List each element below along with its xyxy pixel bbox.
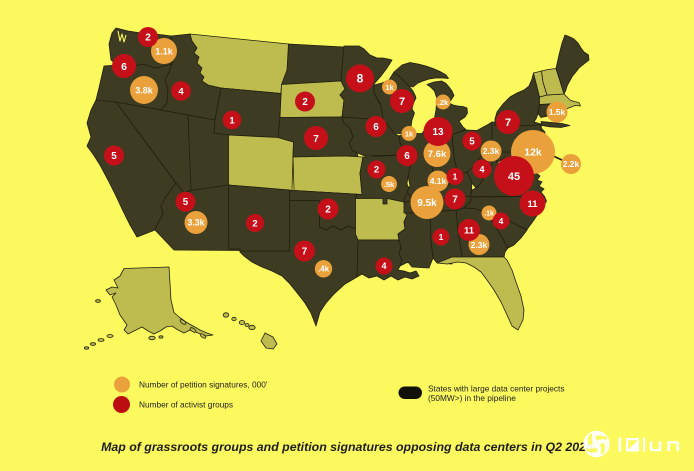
svg-text:.5k: .5k — [384, 180, 395, 189]
svg-text:States with large data center: States with large data center projects — [428, 384, 565, 394]
svg-text:2: 2 — [252, 218, 257, 229]
svg-text:.2k: .2k — [438, 98, 449, 107]
svg-text:2.2k: 2.2k — [563, 159, 580, 169]
svg-text:7.6k: 7.6k — [428, 149, 447, 160]
svg-text:4: 4 — [499, 216, 504, 226]
svg-text:4.1k: 4.1k — [430, 176, 447, 186]
svg-text:1: 1 — [439, 232, 444, 242]
svg-text:6: 6 — [404, 151, 410, 162]
svg-text:7: 7 — [452, 195, 458, 206]
svg-text:12k: 12k — [524, 147, 542, 159]
svg-text:1: 1 — [229, 115, 235, 126]
svg-text:9.5k: 9.5k — [417, 198, 437, 209]
svg-text:5: 5 — [111, 151, 117, 162]
svg-text:4: 4 — [381, 261, 386, 271]
svg-text:2.3k: 2.3k — [471, 240, 488, 250]
svg-text:Number of activist groups: Number of activist groups — [139, 400, 233, 410]
svg-text:6: 6 — [121, 61, 127, 73]
svg-text:11: 11 — [527, 199, 538, 210]
svg-text:1.1k: 1.1k — [155, 47, 174, 57]
svg-text:5: 5 — [183, 197, 189, 208]
svg-text:5: 5 — [469, 136, 475, 147]
svg-text:3.3k: 3.3k — [187, 218, 204, 228]
svg-text:1.5k: 1.5k — [549, 107, 566, 117]
svg-text:2: 2 — [325, 205, 331, 216]
svg-text:2: 2 — [374, 165, 379, 176]
svg-text:1: 1 — [453, 172, 458, 182]
svg-text:3.8k: 3.8k — [135, 86, 154, 96]
svg-text:45: 45 — [508, 171, 520, 183]
svg-text:.4k: .4k — [318, 265, 330, 274]
svg-text:7: 7 — [313, 134, 319, 145]
svg-text:4: 4 — [178, 86, 184, 97]
svg-text:2: 2 — [145, 33, 151, 44]
svg-text:1k: 1k — [405, 130, 414, 139]
svg-text:13: 13 — [432, 127, 444, 138]
svg-text:7: 7 — [302, 246, 308, 257]
svg-text:1k: 1k — [385, 83, 394, 92]
svg-text:Number of petition signatures,: Number of petition signatures, 000' — [139, 380, 268, 390]
svg-text:7: 7 — [505, 117, 511, 129]
svg-text:8: 8 — [357, 72, 364, 86]
svg-text:(50MW>) in the pipeline: (50MW>) in the pipeline — [428, 393, 516, 403]
svg-text:.1k: .1k — [484, 211, 494, 218]
svg-text:11: 11 — [464, 225, 475, 236]
svg-text:7: 7 — [399, 96, 405, 108]
svg-text:Map of grassroots groups and p: Map of grassroots groups and petition si… — [101, 440, 594, 454]
svg-text:2.3k: 2.3k — [483, 146, 500, 156]
svg-text:4: 4 — [479, 165, 484, 175]
svg-text:6: 6 — [373, 122, 379, 133]
svg-text:2: 2 — [302, 97, 308, 108]
